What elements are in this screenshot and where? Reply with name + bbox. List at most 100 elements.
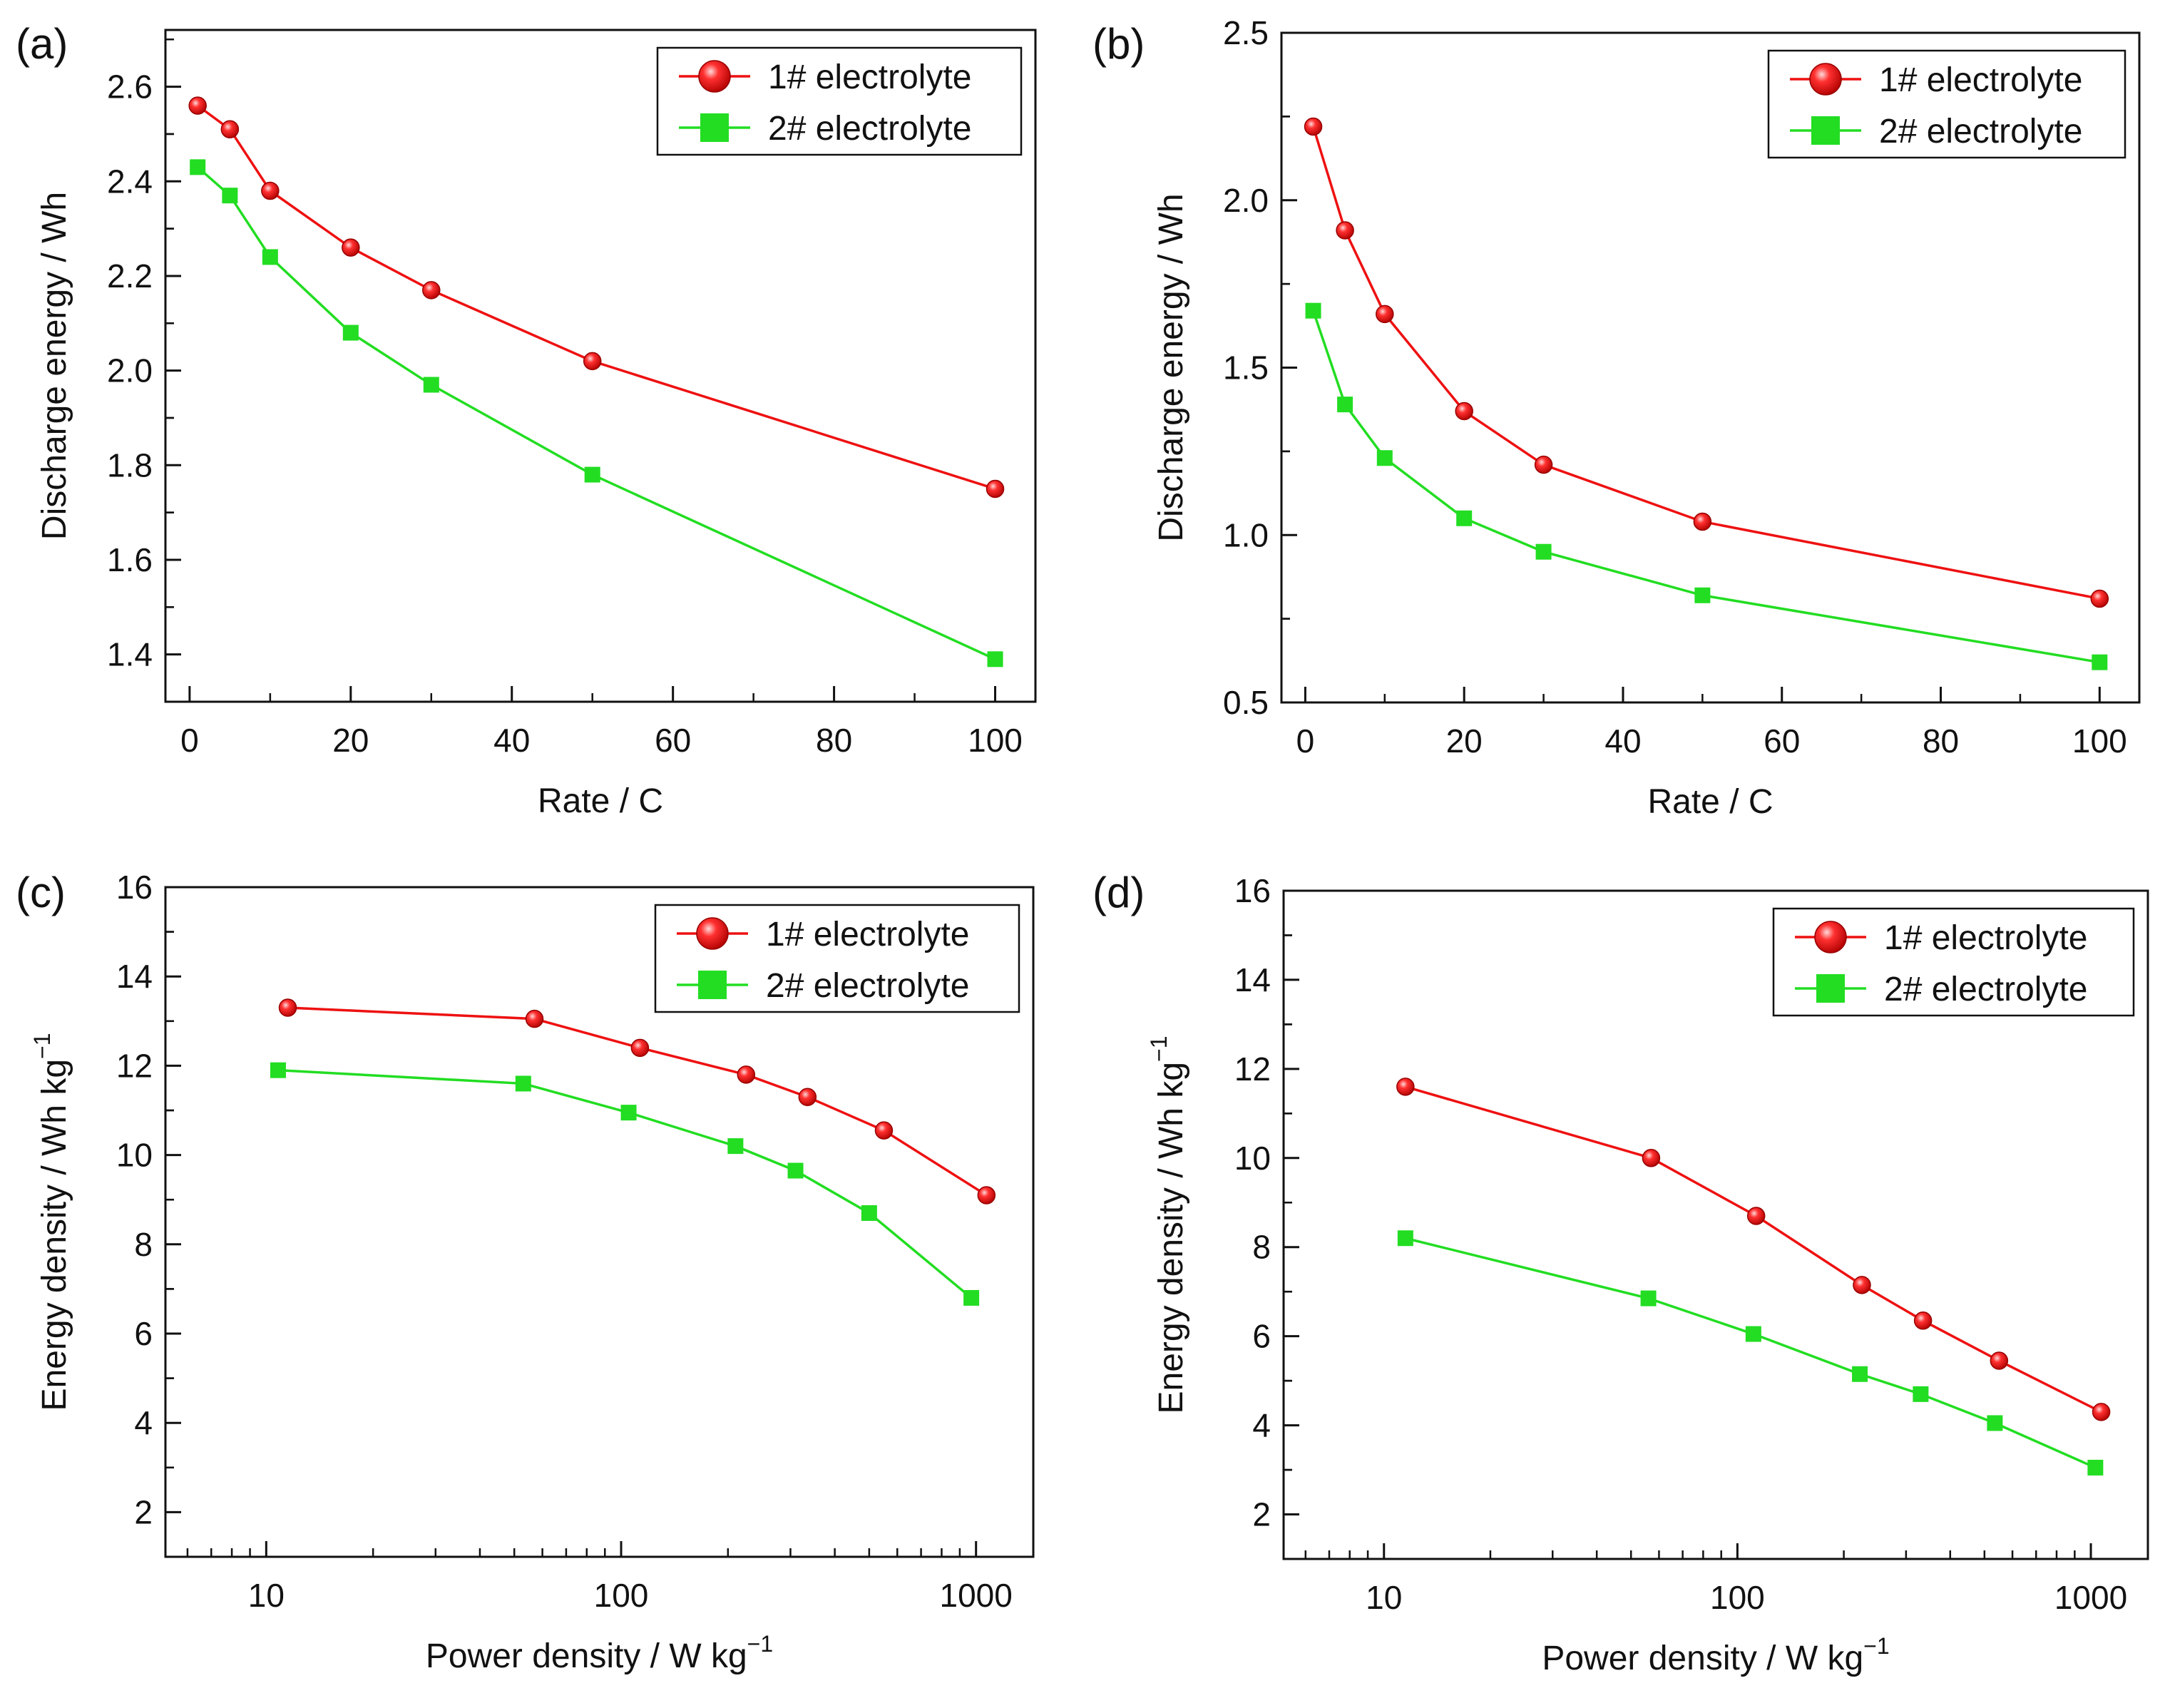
data-point-series-1 bbox=[525, 1009, 544, 1028]
plot-frame bbox=[164, 886, 1035, 1558]
series-line-2 bbox=[197, 166, 996, 660]
panel-b: 0 20 40 60 80 100 0.5 1.0 1.5 2.0 2.5 (b) Rate / C Di… bbox=[1092, 14, 2141, 821]
data-point-series-2 bbox=[1987, 1415, 2003, 1431]
data-point-series-1 bbox=[737, 1065, 756, 1084]
x-tick-label: 80 bbox=[816, 722, 852, 759]
y-axis-label: Energy density / Wh kg−1 bbox=[29, 1033, 73, 1411]
panel-d: 10 100 1000 2 4 6 8 10 12 14 16 (d) Power density / … bbox=[1092, 869, 2149, 1677]
y-tick-label: 8 bbox=[1252, 1229, 1271, 1266]
data-point-series-2 bbox=[222, 188, 238, 204]
x-axis-label-superscript: −1 bbox=[1863, 1633, 1889, 1659]
y-tick-label: 6 bbox=[134, 1315, 153, 1352]
y-tick-label: 10 bbox=[1234, 1140, 1271, 1177]
data-point-series-2 bbox=[1305, 302, 1321, 319]
data-point-series-2 bbox=[262, 249, 278, 265]
data-point-series-2 bbox=[1852, 1366, 1868, 1382]
data-point-series-1 bbox=[342, 238, 360, 257]
y-tick-label: 4 bbox=[1252, 1407, 1271, 1444]
data-point-series-1 bbox=[1534, 455, 1553, 474]
x-tick-label: 100 bbox=[594, 1577, 649, 1614]
data-point-series-1 bbox=[278, 998, 297, 1017]
y-tick-label: 2.5 bbox=[1223, 14, 1269, 51]
legend-marker-series-1 bbox=[1814, 921, 1847, 953]
x-axis-label: Power density / W kg−1 bbox=[426, 1631, 773, 1675]
data-point-series-2 bbox=[270, 1062, 286, 1078]
y-tick-label: 10 bbox=[116, 1137, 153, 1174]
data-point-series-1 bbox=[1746, 1207, 1766, 1225]
y-tick-label: 2 bbox=[134, 1493, 153, 1530]
legend-marker-series-2 bbox=[700, 113, 729, 142]
data-point-series-2 bbox=[1745, 1326, 1761, 1342]
data-point-series-1 bbox=[977, 1186, 996, 1205]
y-tick-label: 2.4 bbox=[107, 163, 153, 200]
data-point-series-2 bbox=[423, 377, 439, 393]
data-point-series-1 bbox=[1336, 221, 1354, 240]
data-point-series-1 bbox=[1376, 305, 1394, 324]
data-point-series-1 bbox=[1455, 402, 1473, 421]
data-point-series-2 bbox=[861, 1205, 877, 1221]
x-tick-label: 100 bbox=[968, 722, 1023, 759]
data-point-series-2 bbox=[963, 1289, 980, 1306]
y-tick-label: 0.5 bbox=[1223, 684, 1269, 721]
data-point-series-1 bbox=[1642, 1149, 1661, 1167]
x-axis-label-text: Rate / C bbox=[1647, 783, 1773, 821]
data-point-series-2 bbox=[787, 1162, 804, 1179]
legend-label: 1# electrolyte bbox=[1884, 919, 2088, 957]
panel-c: 10 100 1000 2 4 6 8 10 12 14 16 (c) Power density / … bbox=[16, 869, 1035, 1675]
plot-frame bbox=[1282, 889, 2149, 1560]
x-axis-label: Rate / C bbox=[1647, 783, 1773, 821]
panel-label: (d) bbox=[1092, 869, 1145, 916]
x-tick-label: 1000 bbox=[2054, 1579, 2127, 1616]
y-tick-label: 2.6 bbox=[107, 68, 153, 106]
legend-label: 2# electrolyte bbox=[766, 967, 970, 1005]
legend-label: 2# electrolyte bbox=[768, 110, 972, 148]
y-tick-label: 2 bbox=[1252, 1496, 1271, 1533]
y-axis-label-text: Energy density / Wh kg bbox=[1152, 1062, 1190, 1414]
x-tick-label: 10 bbox=[248, 1577, 285, 1614]
x-axis-label-text: Power density / W kg bbox=[1542, 1640, 1863, 1677]
y-axis-label: Energy density / Wh kg−1 bbox=[1146, 1035, 1190, 1413]
x-tick-label: 40 bbox=[1604, 722, 1641, 760]
data-point-series-2 bbox=[1337, 397, 1353, 413]
x-tick-label: 40 bbox=[493, 722, 530, 759]
y-tick-label: 1.4 bbox=[107, 636, 153, 673]
data-point-series-2 bbox=[190, 159, 206, 175]
x-tick-label: 100 bbox=[2072, 722, 2127, 760]
panel-label: (c) bbox=[16, 869, 66, 916]
data-point-series-1 bbox=[1304, 117, 1323, 136]
y-tick-label: 1.8 bbox=[107, 446, 153, 484]
series-line-2 bbox=[277, 1068, 973, 1299]
y-tick-label: 1.6 bbox=[107, 541, 153, 578]
data-point-series-2 bbox=[515, 1075, 531, 1092]
data-point-series-1 bbox=[422, 281, 441, 300]
x-axis-label: Rate / C bbox=[538, 782, 663, 820]
series-line-1 bbox=[287, 1006, 988, 1197]
data-point-series-2 bbox=[1640, 1290, 1657, 1306]
x-tick-label: 0 bbox=[180, 722, 199, 759]
y-tick-label: 14 bbox=[1234, 961, 1271, 998]
y-tick-label: 2.2 bbox=[107, 257, 153, 295]
y-tick-label: 8 bbox=[134, 1226, 153, 1263]
x-tick-label: 60 bbox=[655, 722, 691, 759]
legend-label: 1# electrolyte bbox=[768, 58, 972, 96]
legend-marker-series-1 bbox=[698, 60, 731, 93]
x-tick-label: 1000 bbox=[940, 1577, 1013, 1614]
y-axis-label-text: Energy density / Wh kg bbox=[36, 1059, 73, 1411]
data-point-series-2 bbox=[987, 651, 1003, 668]
y-axis-label-superscript: −1 bbox=[29, 1033, 55, 1058]
y-tick-label: 12 bbox=[1234, 1050, 1271, 1088]
data-point-series-1 bbox=[630, 1038, 650, 1058]
data-point-series-1 bbox=[1913, 1311, 1933, 1330]
x-tick-label: 60 bbox=[1764, 722, 1800, 760]
x-axis-label-text: Rate / C bbox=[538, 782, 663, 820]
data-point-series-2 bbox=[2092, 654, 2108, 670]
y-tick-label: 12 bbox=[116, 1047, 153, 1084]
x-tick-label: 20 bbox=[332, 722, 369, 759]
y-axis-label: Discharge energy / Wh bbox=[36, 192, 73, 540]
x-tick-label: 20 bbox=[1446, 722, 1483, 760]
y-tick-label: 16 bbox=[116, 869, 153, 906]
data-point-series-2 bbox=[2087, 1459, 2104, 1476]
data-point-series-2 bbox=[1694, 587, 1711, 603]
panel-a: 0 20 40 60 80 100 1.4 1.6 1.8 2.0 2.2 2.4 2.6 (a) Rate… bbox=[16, 20, 1037, 820]
series-line-1 bbox=[197, 104, 996, 491]
